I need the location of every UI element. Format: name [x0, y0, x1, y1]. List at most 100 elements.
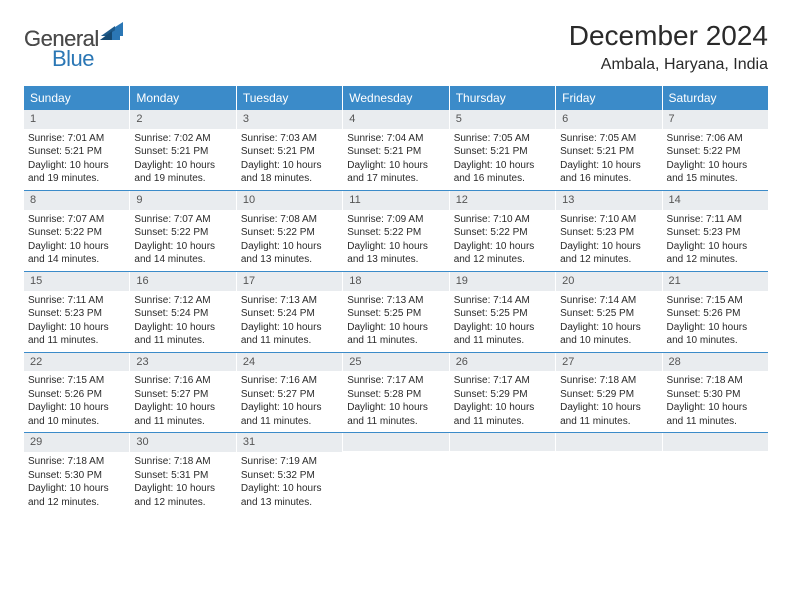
- day-cell: 22Sunrise: 7:15 AMSunset: 5:26 PMDayligh…: [24, 353, 130, 433]
- day-number: 29: [24, 433, 129, 452]
- day-header-monday: Monday: [130, 86, 236, 110]
- day-header-friday: Friday: [556, 86, 662, 110]
- day-body: Sunrise: 7:19 AMSunset: 5:32 PMDaylight:…: [237, 452, 342, 513]
- daylight: Daylight: 10 hours and 12 minutes.: [560, 240, 657, 267]
- day-number: 3: [237, 110, 342, 129]
- daylight: Daylight: 10 hours and 13 minutes.: [347, 240, 444, 267]
- day-header-thursday: Thursday: [450, 86, 556, 110]
- sunset: Sunset: 5:29 PM: [454, 388, 551, 402]
- sunrise: Sunrise: 7:17 AM: [454, 374, 551, 388]
- sunset: Sunset: 5:26 PM: [28, 388, 125, 402]
- day-body: Sunrise: 7:03 AMSunset: 5:21 PMDaylight:…: [237, 129, 342, 190]
- sunrise: Sunrise: 7:14 AM: [560, 294, 657, 308]
- day-body: Sunrise: 7:08 AMSunset: 5:22 PMDaylight:…: [237, 210, 342, 271]
- empty-day-bar: [556, 433, 661, 451]
- day-cell: 30Sunrise: 7:18 AMSunset: 5:31 PMDayligh…: [130, 433, 236, 513]
- sunrise: Sunrise: 7:05 AM: [560, 132, 657, 146]
- week-row: 15Sunrise: 7:11 AMSunset: 5:23 PMDayligh…: [24, 271, 768, 352]
- sunset: Sunset: 5:27 PM: [134, 388, 231, 402]
- day-body: Sunrise: 7:11 AMSunset: 5:23 PMDaylight:…: [663, 210, 768, 271]
- daylight: Daylight: 10 hours and 12 minutes.: [667, 240, 764, 267]
- day-number: 19: [450, 272, 555, 291]
- daylight: Daylight: 10 hours and 10 minutes.: [560, 321, 657, 348]
- sunset: Sunset: 5:22 PM: [347, 226, 444, 240]
- sunset: Sunset: 5:28 PM: [347, 388, 444, 402]
- day-number: 6: [556, 110, 661, 129]
- sunset: Sunset: 5:31 PM: [134, 469, 231, 483]
- day-cell: 4Sunrise: 7:04 AMSunset: 5:21 PMDaylight…: [343, 110, 449, 190]
- day-body: Sunrise: 7:14 AMSunset: 5:25 PMDaylight:…: [556, 291, 661, 352]
- sunset: Sunset: 5:21 PM: [560, 145, 657, 159]
- day-cell: 29Sunrise: 7:18 AMSunset: 5:30 PMDayligh…: [24, 433, 130, 513]
- day-body: Sunrise: 7:11 AMSunset: 5:23 PMDaylight:…: [24, 291, 129, 352]
- day-cell: [663, 433, 768, 513]
- daylight: Daylight: 10 hours and 11 minutes.: [241, 321, 338, 348]
- day-header-row: Sunday Monday Tuesday Wednesday Thursday…: [24, 86, 768, 110]
- day-number: 11: [343, 191, 448, 210]
- sunrise: Sunrise: 7:10 AM: [560, 213, 657, 227]
- daylight: Daylight: 10 hours and 12 minutes.: [134, 482, 231, 509]
- sunset: Sunset: 5:21 PM: [134, 145, 231, 159]
- day-body: Sunrise: 7:10 AMSunset: 5:23 PMDaylight:…: [556, 210, 661, 271]
- daylight: Daylight: 10 hours and 13 minutes.: [241, 482, 338, 509]
- sunrise: Sunrise: 7:14 AM: [454, 294, 551, 308]
- day-number: 20: [556, 272, 661, 291]
- day-number: 28: [663, 353, 768, 372]
- sunrise: Sunrise: 7:04 AM: [347, 132, 444, 146]
- sunrise: Sunrise: 7:13 AM: [347, 294, 444, 308]
- week-row: 1Sunrise: 7:01 AMSunset: 5:21 PMDaylight…: [24, 110, 768, 190]
- day-cell: 18Sunrise: 7:13 AMSunset: 5:25 PMDayligh…: [343, 272, 449, 352]
- day-number: 31: [237, 433, 342, 452]
- day-number: 12: [450, 191, 555, 210]
- day-body: Sunrise: 7:18 AMSunset: 5:30 PMDaylight:…: [663, 371, 768, 432]
- sunset: Sunset: 5:25 PM: [454, 307, 551, 321]
- day-header-sunday: Sunday: [24, 86, 130, 110]
- sunset: Sunset: 5:21 PM: [454, 145, 551, 159]
- sunrise: Sunrise: 7:15 AM: [667, 294, 764, 308]
- daylight: Daylight: 10 hours and 19 minutes.: [28, 159, 125, 186]
- sunrise: Sunrise: 7:02 AM: [134, 132, 231, 146]
- daylight: Daylight: 10 hours and 14 minutes.: [134, 240, 231, 267]
- day-number: 18: [343, 272, 448, 291]
- daylight: Daylight: 10 hours and 15 minutes.: [667, 159, 764, 186]
- daylight: Daylight: 10 hours and 11 minutes.: [241, 401, 338, 428]
- sunrise: Sunrise: 7:11 AM: [28, 294, 125, 308]
- day-cell: 11Sunrise: 7:09 AMSunset: 5:22 PMDayligh…: [343, 191, 449, 271]
- daylight: Daylight: 10 hours and 19 minutes.: [134, 159, 231, 186]
- sunrise: Sunrise: 7:11 AM: [667, 213, 764, 227]
- sunset: Sunset: 5:24 PM: [134, 307, 231, 321]
- sunrise: Sunrise: 7:07 AM: [28, 213, 125, 227]
- day-cell: 15Sunrise: 7:11 AMSunset: 5:23 PMDayligh…: [24, 272, 130, 352]
- day-number: 5: [450, 110, 555, 129]
- day-cell: 6 Sunrise: 7:05 AMSunset: 5:21 PMDaylight…: [556, 110, 662, 190]
- sunset: Sunset: 5:25 PM: [560, 307, 657, 321]
- day-header-wednesday: Wednesday: [343, 86, 449, 110]
- day-cell: 28Sunrise: 7:18 AMSunset: 5:30 PMDayligh…: [663, 353, 768, 433]
- empty-day-bar: [663, 433, 768, 451]
- day-body: Sunrise: 7:07 AMSunset: 5:22 PMDaylight:…: [130, 210, 235, 271]
- daylight: Daylight: 10 hours and 12 minutes.: [28, 482, 125, 509]
- day-cell: 19Sunrise: 7:14 AMSunset: 5:25 PMDayligh…: [450, 272, 556, 352]
- sunset: Sunset: 5:30 PM: [667, 388, 764, 402]
- day-number: 14: [663, 191, 768, 210]
- day-number: 10: [237, 191, 342, 210]
- sunrise: Sunrise: 7:01 AM: [28, 132, 125, 146]
- day-body: Sunrise: 7:18 AMSunset: 5:31 PMDaylight:…: [130, 452, 235, 513]
- day-number: 27: [556, 353, 661, 372]
- daylight: Daylight: 10 hours and 14 minutes.: [28, 240, 125, 267]
- day-cell: 25Sunrise: 7:17 AMSunset: 5:28 PMDayligh…: [343, 353, 449, 433]
- daylight: Daylight: 10 hours and 11 minutes.: [134, 401, 231, 428]
- sunrise: Sunrise: 7:13 AM: [241, 294, 338, 308]
- day-number: 23: [130, 353, 235, 372]
- week-row: 8Sunrise: 7:07 AMSunset: 5:22 PMDaylight…: [24, 190, 768, 271]
- page-title: December 2024: [569, 20, 768, 52]
- calendar: Sunday Monday Tuesday Wednesday Thursday…: [24, 86, 768, 513]
- day-cell: 10Sunrise: 7:08 AMSunset: 5:22 PMDayligh…: [237, 191, 343, 271]
- daylight: Daylight: 10 hours and 16 minutes.: [560, 159, 657, 186]
- logo-blue: Blue: [52, 46, 94, 72]
- day-body: Sunrise: 7:15 AMSunset: 5:26 PMDaylight:…: [24, 371, 129, 432]
- day-cell: 2Sunrise: 7:02 AMSunset: 5:21 PMDaylight…: [130, 110, 236, 190]
- week-row: 22Sunrise: 7:15 AMSunset: 5:26 PMDayligh…: [24, 352, 768, 433]
- day-body: Sunrise: 7:06 AMSunset: 5:22 PMDaylight:…: [663, 129, 768, 190]
- sunrise: Sunrise: 7:03 AM: [241, 132, 338, 146]
